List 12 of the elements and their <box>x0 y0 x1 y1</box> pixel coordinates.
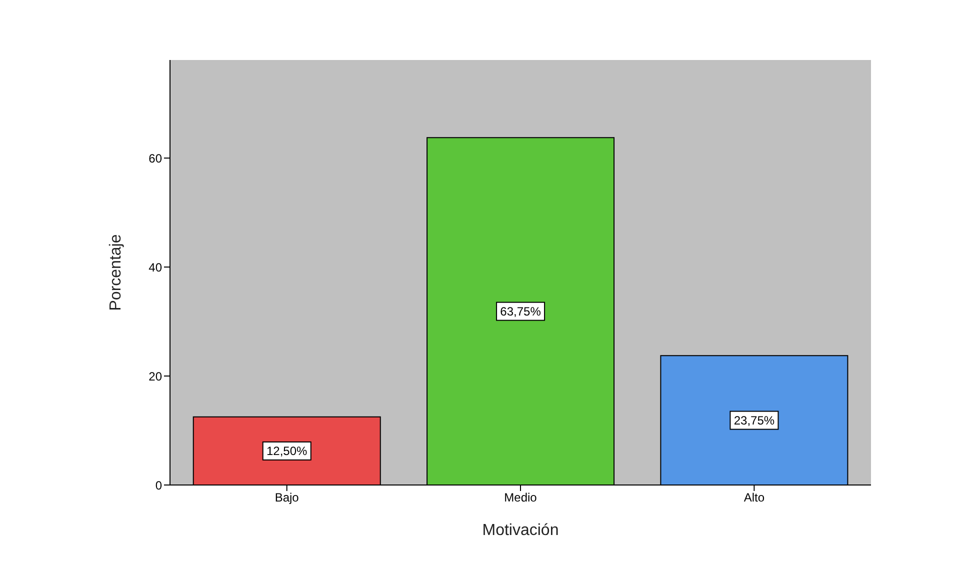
y-tick-label: 0 <box>155 478 162 492</box>
x-axis-title: Motivación <box>482 522 559 539</box>
data-label: 63,75% <box>500 304 542 318</box>
x-tick-label: Alto <box>744 490 765 505</box>
y-tick-label: 60 <box>148 151 162 166</box>
y-axis-title: Porcentaje <box>108 234 125 311</box>
data-label: 23,75% <box>734 413 775 428</box>
y-tick-label: 20 <box>148 369 162 384</box>
x-tick-label: Bajo <box>274 490 300 505</box>
data-label: 12,50% <box>266 444 308 458</box>
y-tick-label: 40 <box>148 260 162 274</box>
x-tick-label: Medio <box>504 490 538 505</box>
